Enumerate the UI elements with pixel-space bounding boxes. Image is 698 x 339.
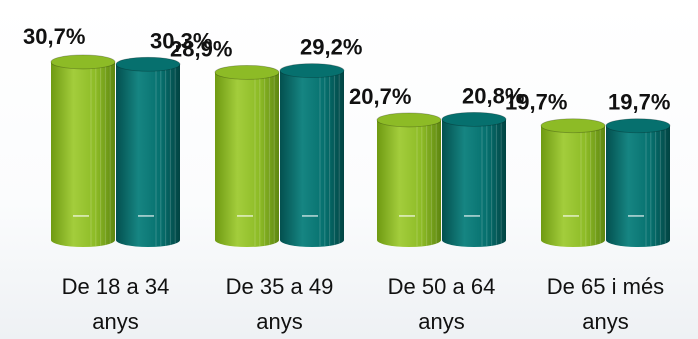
bar-marker: — [628,207,644,224]
bar: — [214,64,280,247]
data-label: 19,7% [608,90,670,115]
data-label: 20,8% [462,83,524,108]
category-label: De 50 a 64 [388,274,496,299]
bar: — [50,54,116,247]
bar: — [605,118,671,247]
data-label: 20,7% [349,84,411,109]
bar-marker: — [73,207,89,224]
bar: — [441,111,507,247]
bar: — [115,56,181,247]
data-label: 30,7% [23,24,85,49]
data-label: 28,9% [170,36,232,61]
bar: — [540,118,606,247]
data-label: 30,3% [150,28,212,53]
bar: — [279,63,345,247]
data-label: 29,2% [300,35,362,60]
bar-marker: — [138,207,154,224]
bar-marker: — [399,207,415,224]
category-label: anys [256,309,302,334]
bar: — [376,112,442,247]
bar-marker: — [237,207,253,224]
category-label: De 35 a 49 [226,274,334,299]
bar-marker: — [302,207,318,224]
bar-marker: — [464,207,480,224]
bar-marker: — [563,207,579,224]
category-label: anys [582,309,628,334]
data-label: 19,7% [505,90,567,115]
category-label: De 65 i més [547,274,664,299]
category-label: anys [92,309,138,334]
category-label: anys [418,309,464,334]
category-label: De 18 a 34 [62,274,170,299]
